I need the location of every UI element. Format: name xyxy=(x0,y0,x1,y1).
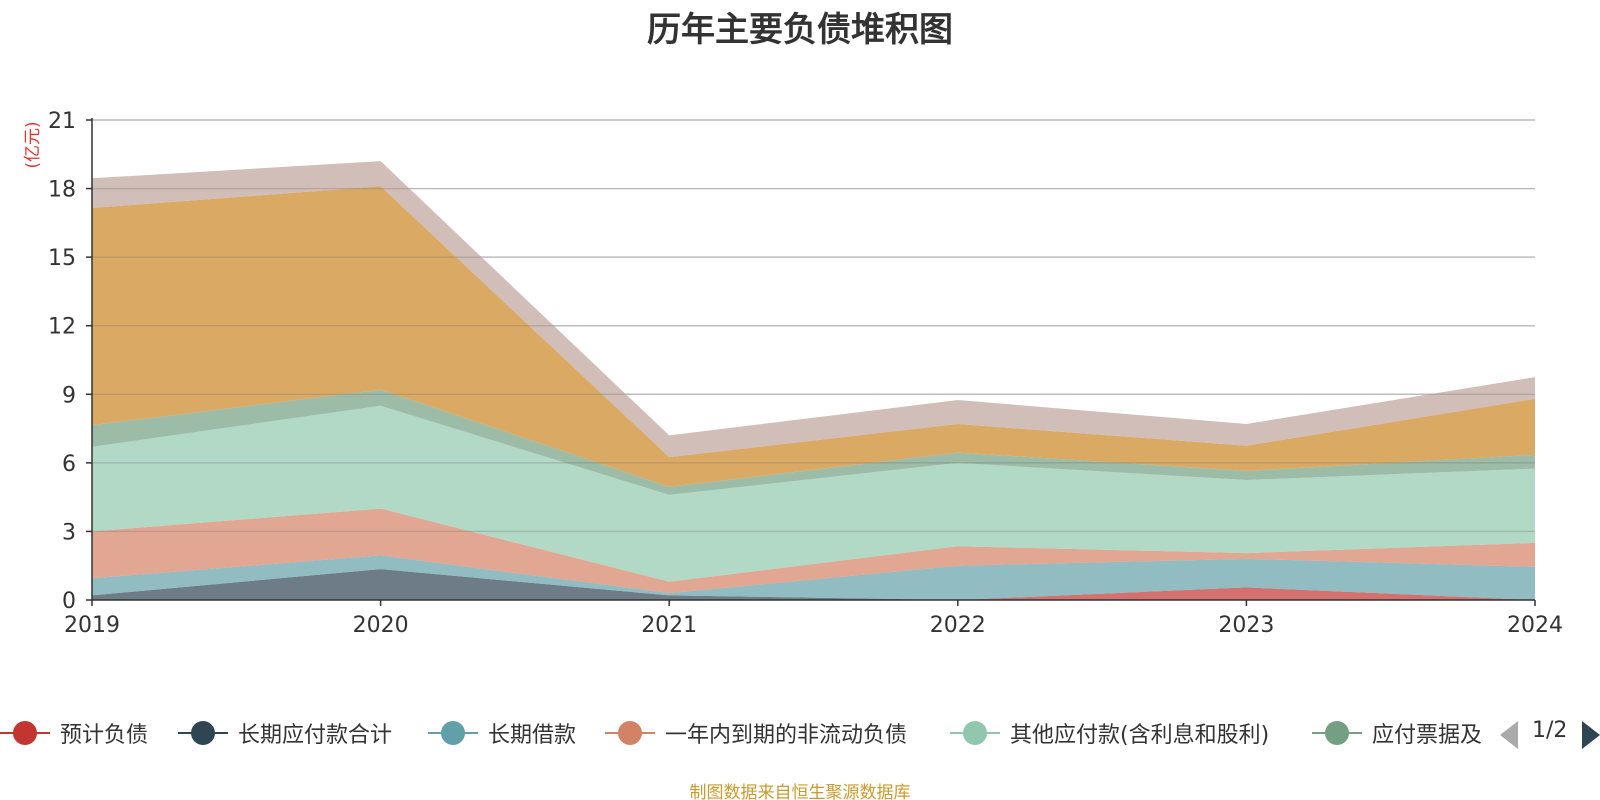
x-tick-label: 2021 xyxy=(641,613,697,638)
chart-title: 历年主要负债堆积图 xyxy=(647,10,953,50)
area-series-0 xyxy=(92,587,1535,600)
y-tick-label: 15 xyxy=(48,246,76,271)
legend-item[interactable]: 其他应付款(含利息和股利) xyxy=(950,713,1269,753)
y-tick-label: 21 xyxy=(48,109,76,134)
legend-item[interactable]: 长期借款 xyxy=(428,713,576,753)
legend-item[interactable]: 应付票据及 xyxy=(1312,713,1482,753)
y-tick-label: 12 xyxy=(48,315,76,340)
legend-marker-icon xyxy=(1312,718,1362,748)
x-tick-label: 2024 xyxy=(1507,613,1563,638)
y-tick-label: 3 xyxy=(62,520,76,545)
x-tick-label: 2023 xyxy=(1218,613,1274,638)
y-tick-label: 6 xyxy=(62,452,76,477)
x-tick-label: 2022 xyxy=(930,613,986,638)
area-series-7 xyxy=(92,161,1535,458)
data-source-note: 制图数据来自恒生聚源数据库 xyxy=(689,783,911,800)
triangle-right-icon[interactable] xyxy=(1582,721,1600,749)
y-tick-label: 9 xyxy=(62,383,76,408)
legend-item[interactable]: 预计负债 xyxy=(0,713,148,753)
legend-label: 其他应付款(含利息和股利) xyxy=(1010,723,1270,748)
area-series-2 xyxy=(92,555,1535,600)
area-series-6 xyxy=(92,186,1535,487)
legend-item[interactable]: 一年内到期的非流动负债 xyxy=(605,713,907,753)
legend-label: 一年内到期的非流动负债 xyxy=(665,723,908,748)
y-tick-label: 18 xyxy=(48,178,76,203)
legend-marker-icon xyxy=(0,718,50,748)
legend: 预计负债 长期应付款合计 长期借款 一年内到期的非流动负债 其他应付款(含利息和股利) 应… xyxy=(0,713,1490,753)
legend-marker-icon xyxy=(605,718,655,748)
y-axis-unit: (亿元) xyxy=(23,121,43,168)
x-tick-label: 2020 xyxy=(353,613,409,638)
x-tick-label: 2019 xyxy=(64,613,120,638)
y-tick-label: 0 xyxy=(62,589,76,614)
area-series-3 xyxy=(92,508,1535,594)
legend-marker-icon xyxy=(178,718,228,748)
legend-marker-icon xyxy=(428,718,478,748)
area-series-4 xyxy=(92,405,1535,582)
triangle-left-icon[interactable] xyxy=(1500,721,1518,749)
legend-pager: 1/2 xyxy=(1500,716,1600,752)
legend-label: 长期应付款合计 xyxy=(238,723,393,748)
legend-label: 应付票据及 xyxy=(1372,723,1483,748)
legend-label: 长期借款 xyxy=(488,723,577,748)
legend-label: 预计负债 xyxy=(60,723,149,748)
area-series-1 xyxy=(92,569,1535,600)
area-series-group xyxy=(92,119,1535,600)
legend-marker-icon xyxy=(950,718,1000,748)
legend-page-indicator: 1/2 xyxy=(1532,718,1568,743)
area-series-5 xyxy=(92,389,1535,495)
axes: 0 3 6 9 12 15 18 21 2019 2020 2021 2022 2023 2024 (亿元) xyxy=(23,109,1563,638)
legend-item[interactable]: 长期应付款合计 xyxy=(178,713,392,753)
